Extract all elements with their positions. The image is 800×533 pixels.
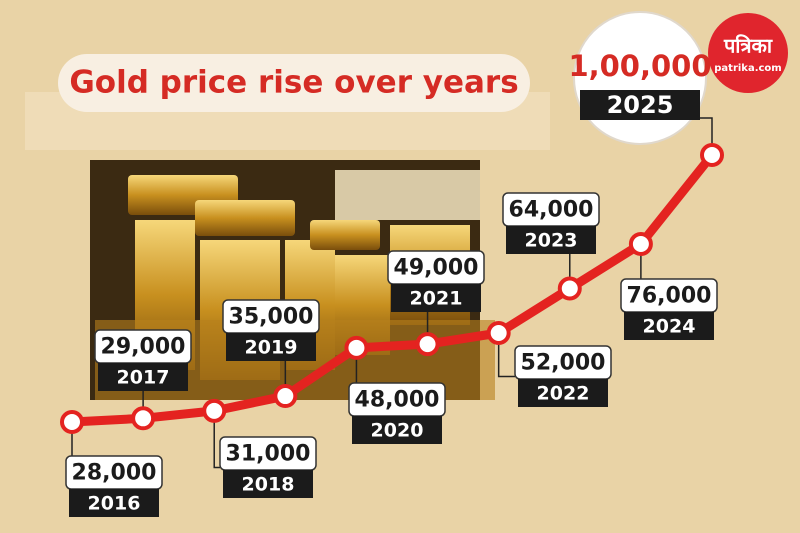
point (415, 332, 440, 357)
point (202, 398, 227, 423)
value-label: 76,000 (627, 284, 712, 309)
year-label: 2021 (410, 288, 463, 310)
title-pill (58, 54, 530, 112)
point (273, 384, 298, 409)
year-label: 2019 (245, 337, 298, 359)
connector (213, 410, 220, 469)
point (486, 321, 511, 345)
value-label: 35,000 (229, 305, 314, 330)
value-label: 64,000 (509, 198, 594, 223)
connector (700, 117, 713, 155)
year-band (580, 90, 700, 120)
value-label: 31,000 (226, 442, 311, 467)
price-line (71, 152, 716, 427)
value-label: 1,00,000 (568, 49, 711, 83)
value-label: 28,000 (72, 461, 157, 486)
point (131, 406, 156, 431)
year-box (223, 470, 313, 498)
year-label: 2017 (117, 367, 170, 389)
point (60, 410, 84, 434)
value-label: 48,000 (355, 388, 440, 413)
year-box (624, 312, 714, 340)
year-label: 2022 (537, 383, 590, 405)
value-label: 49,000 (394, 256, 479, 281)
year-label: 2020 (371, 420, 424, 442)
year-box (391, 284, 481, 312)
year-label: 2025 (607, 91, 674, 119)
logo-badge (708, 13, 788, 93)
value-label: 52,000 (521, 351, 606, 376)
year-label: 2024 (643, 316, 696, 338)
year-box (506, 226, 596, 254)
year-box (69, 489, 159, 517)
connector (497, 333, 515, 378)
chart-title: Gold price rise over years (69, 65, 518, 101)
year-label: 2018 (242, 474, 295, 496)
point (628, 232, 653, 256)
year-label: 2023 (525, 230, 578, 252)
point (700, 143, 724, 167)
year-box (352, 416, 442, 444)
year-box (226, 333, 316, 361)
point (344, 335, 369, 360)
value-label: 29,000 (101, 335, 186, 360)
year-box (98, 363, 188, 391)
logo-name: पत्रिका (723, 34, 773, 58)
year-box (518, 379, 608, 407)
year-label: 2016 (88, 493, 141, 515)
point (557, 276, 582, 301)
logo-site: patrika.com (714, 63, 781, 74)
